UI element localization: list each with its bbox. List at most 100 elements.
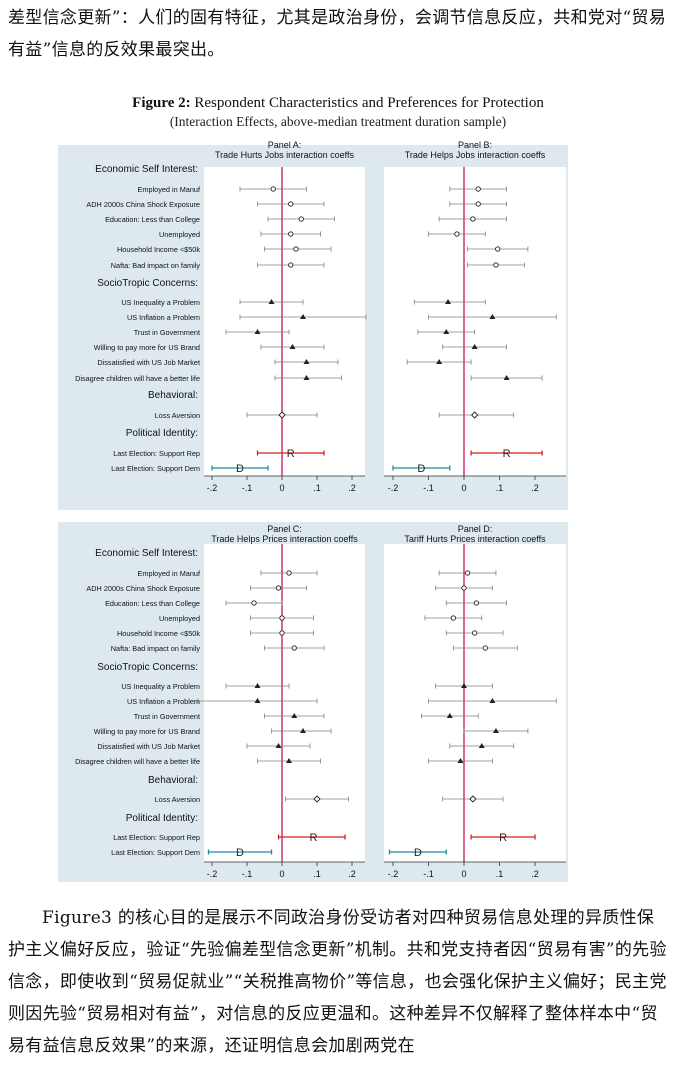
panel-subtitle: Trade Helps Jobs interaction coeffs — [405, 150, 546, 160]
plot-area — [384, 167, 566, 476]
point-triangle — [503, 375, 510, 380]
x-tick-label: -.1 — [242, 869, 253, 879]
point-circle — [291, 645, 297, 651]
point-circle — [279, 615, 285, 621]
x-tick-label: -.1 — [423, 483, 434, 493]
group-header: Behavioral: — [148, 390, 198, 401]
row-label: Nafta: Bad impact on family — [111, 261, 201, 270]
point-circle — [450, 615, 456, 621]
panel-name: Panel C: — [267, 524, 302, 534]
x-tick-label: -.1 — [423, 869, 434, 879]
row-label: Unemployed — [159, 614, 200, 623]
point-circle — [288, 201, 294, 207]
point-circle — [473, 600, 480, 606]
row-label: Dissatisfied with US Job Market — [97, 742, 200, 751]
row-label: Last Election: Support Rep — [113, 833, 200, 842]
point-triangle — [461, 683, 467, 688]
plot-area — [384, 544, 566, 862]
group-header: SocioTropic Concerns: — [97, 278, 198, 289]
row-label: Disagree children will have a better lif… — [75, 757, 200, 766]
row-label: Education: Less than College — [105, 215, 200, 224]
point-triangle — [445, 299, 452, 304]
point-circle — [279, 630, 285, 636]
point-triangle — [300, 314, 306, 319]
point-dem-marker: D — [236, 847, 244, 859]
panel-subtitle: Trade Helps Prices interaction coeffs — [211, 534, 358, 544]
point-dem-marker: D — [417, 463, 425, 475]
point-triangle — [254, 683, 261, 688]
panel-name: Panel B: — [458, 140, 492, 150]
row-label: Household Income <$50k — [117, 245, 200, 254]
point-triangle — [303, 375, 310, 380]
panel-subtitle: Tariff Hurts Prices interaction coeffs — [404, 534, 546, 544]
row-label: US Inequality a Problem — [121, 298, 200, 307]
figure-title-text: Respondent Characteristics and Preferenc… — [194, 95, 544, 111]
row-label: Willing to pay more for US Brand — [94, 343, 200, 352]
group-header: Political Identity: — [126, 428, 198, 439]
point-triangle — [254, 698, 261, 703]
figure-label: Figure 2: — [132, 95, 191, 111]
point-diamond — [313, 795, 321, 803]
panel-name: Panel A: — [268, 140, 302, 150]
point-diamond — [278, 411, 286, 419]
x-tick-label: .1 — [313, 483, 321, 493]
point-circle — [470, 216, 476, 222]
point-triangle — [446, 713, 453, 718]
point-rep-marker: R — [310, 832, 318, 844]
figure-subtitle: (Interaction Effects, above-median treat… — [169, 114, 507, 129]
row-label: Loss Aversion — [155, 795, 200, 804]
x-tick-label: 0 — [461, 483, 466, 493]
point-triangle — [436, 359, 443, 364]
row-label: Loss Aversion — [155, 411, 200, 420]
x-tick-label: 0 — [279, 483, 284, 493]
point-triangle — [443, 329, 450, 334]
row-label: US Inflation a Problem — [127, 313, 200, 322]
point-circle — [495, 246, 501, 252]
paragraph-bottom: Figure3 的核心目的是展示不同政治身份受访者对四种贸易信息处理的异质性保护… — [8, 908, 667, 1056]
point-circle — [270, 186, 276, 192]
row-label: Household Income <$50k — [117, 629, 200, 638]
panel-name: Panel D: — [458, 524, 493, 534]
point-circle — [475, 201, 481, 207]
point-circle — [482, 645, 488, 651]
point-triangle — [478, 743, 485, 748]
point-triangle — [300, 728, 306, 733]
point-circle — [454, 231, 460, 237]
point-diamond — [469, 795, 477, 803]
point-circle — [251, 600, 257, 606]
point-triangle — [286, 758, 292, 763]
group-header: Behavioral: — [148, 775, 198, 786]
point-diamond — [471, 411, 479, 419]
point-circle — [275, 585, 282, 591]
group-header: Economic Self Interest: — [95, 164, 198, 175]
point-triangle — [303, 359, 310, 364]
row-label: ADH 2000s China Shock Exposure — [86, 200, 200, 209]
point-dem-marker: D — [236, 463, 244, 475]
row-label: Nafta: Bad impact on family — [111, 644, 201, 653]
point-circle — [288, 262, 294, 268]
point-circle — [461, 585, 467, 591]
row-label: Trust in Government — [134, 712, 200, 721]
row-label: ADH 2000s China Shock Exposure — [86, 584, 200, 593]
plot-area — [204, 167, 365, 476]
row-label: Disagree children will have a better lif… — [75, 374, 200, 383]
x-tick-label: .2 — [348, 869, 356, 879]
point-circle — [298, 216, 304, 222]
x-tick-label: .1 — [496, 483, 504, 493]
x-tick-label: -.2 — [207, 869, 218, 879]
row-label: Last Election: Support Dem — [111, 848, 200, 857]
point-circle — [464, 570, 471, 576]
x-tick-label: -.2 — [207, 483, 218, 493]
point-rep-marker: R — [503, 448, 511, 460]
point-circle — [288, 231, 294, 237]
row-label: Last Election: Support Rep — [113, 449, 200, 458]
figure-title: Figure 2: Respondent Characteristics and… — [0, 95, 676, 112]
point-triangle — [254, 329, 261, 334]
group-header: SocioTropic Concerns: — [97, 662, 198, 673]
point-circle — [471, 630, 478, 636]
row-label: Education: Less than College — [105, 599, 200, 608]
point-circle — [475, 186, 481, 192]
point-triangle — [489, 698, 496, 703]
point-triangle — [457, 758, 464, 763]
